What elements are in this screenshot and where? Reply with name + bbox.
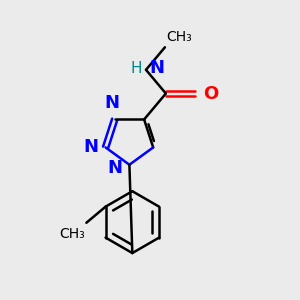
Text: N: N — [83, 138, 98, 156]
Text: H: H — [131, 61, 142, 76]
Text: CH₃: CH₃ — [167, 30, 192, 44]
Text: N: N — [107, 159, 122, 177]
Text: N: N — [104, 94, 119, 112]
Text: N: N — [149, 59, 164, 77]
Text: O: O — [204, 85, 219, 103]
Text: CH₃: CH₃ — [59, 227, 85, 241]
